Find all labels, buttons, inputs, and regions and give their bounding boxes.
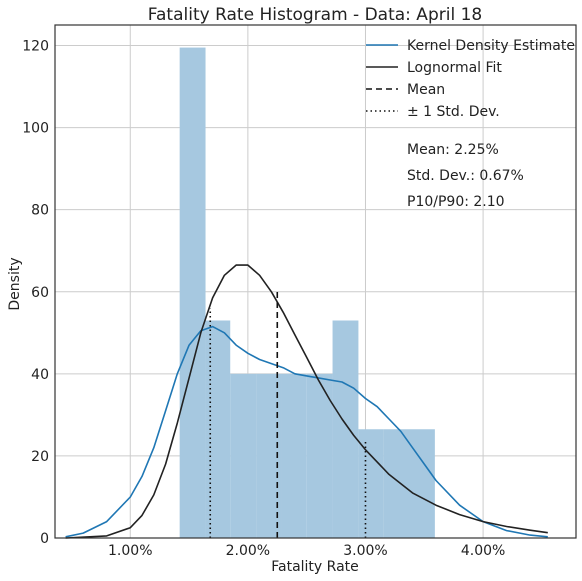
- stat-annotation: Mean: 2.25%: [407, 142, 499, 158]
- histogram-bar: [332, 320, 359, 538]
- y-tick-label: 100: [22, 121, 49, 137]
- x-tick-label: 1.00%: [108, 543, 152, 559]
- x-axis-label: Fatality Rate: [271, 559, 359, 575]
- histogram-bar: [230, 373, 257, 538]
- y-axis-label: Density: [7, 257, 23, 310]
- y-tick-label: 20: [31, 449, 49, 465]
- series-line-kernel-density-estimate: [65, 325, 548, 538]
- y-tick-label: 80: [31, 203, 49, 219]
- x-tick-label: 2.00%: [226, 543, 270, 559]
- histogram-bar: [205, 320, 231, 538]
- legend-label: Mean: [407, 82, 445, 98]
- x-tick-label: 4.00%: [461, 543, 505, 559]
- x-axis-ticks: 1.00% 2.00% 3.00% 4.00%: [108, 543, 505, 559]
- plot-frame: [54, 24, 577, 539]
- legend: Kernel Density Estimate Lognormal Fit Mean…: [366, 38, 575, 120]
- histogram-bar: [281, 373, 307, 538]
- y-tick-label: 60: [31, 285, 49, 301]
- y-axis-ticks: 0 20 40 60 80 100 120: [22, 39, 49, 547]
- histogram-bar: [383, 429, 409, 538]
- legend-label: Lognormal Fit: [407, 60, 502, 76]
- legend-label: ± 1 Std. Dev.: [407, 104, 500, 120]
- legend-label: Kernel Density Estimate: [407, 38, 575, 54]
- stats-annotations: Mean: 2.25% Std. Dev.: 0.67% P10/P90: 2.10: [407, 142, 524, 210]
- y-tick-label: 40: [31, 367, 49, 383]
- stat-annotation: Std. Dev.: 0.67%: [407, 168, 524, 184]
- histogram-bar: [408, 429, 435, 538]
- reference-lines: [209, 291, 367, 538]
- series-line-lognormal-fit: [65, 264, 548, 539]
- histogram-bar: [306, 373, 333, 538]
- y-tick-label: 120: [22, 39, 49, 55]
- histogram-bar: [179, 47, 206, 539]
- stat-annotation: P10/P90: 2.10: [407, 194, 505, 210]
- y-tick-label: 0: [40, 531, 49, 547]
- histogram-bars: [179, 47, 435, 539]
- density-curves: [65, 264, 548, 539]
- histogram-bar: [256, 373, 282, 538]
- x-tick-label: 3.00%: [343, 543, 387, 559]
- chart-title: Fatality Rate Histogram - Data: April 18: [148, 5, 482, 25]
